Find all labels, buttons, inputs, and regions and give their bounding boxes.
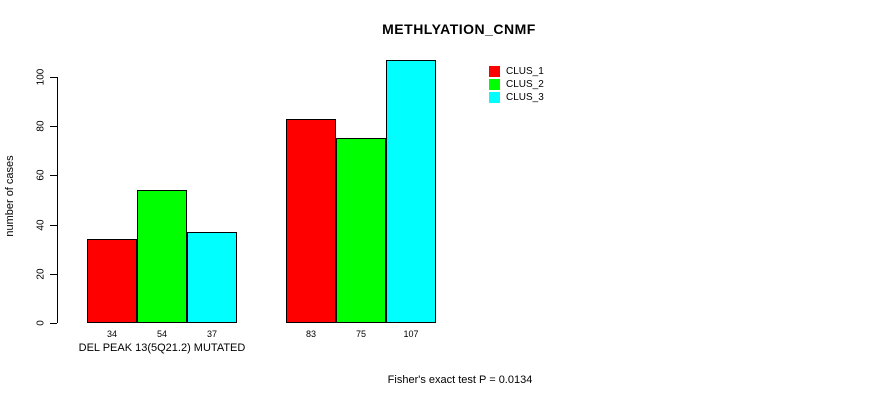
legend-label: CLUS_3 — [506, 92, 544, 103]
bar-value-label: 37 — [206, 329, 217, 339]
legend: CLUS_1 CLUS_2 CLUS_3 — [489, 65, 544, 104]
y-axis-tick — [50, 175, 57, 176]
bar-clus_2-group1 — [137, 190, 187, 323]
legend-swatch — [489, 66, 500, 77]
bar-value-label: 75 — [355, 329, 366, 339]
bar-clus_1-group1 — [87, 239, 137, 323]
legend-label: CLUS_1 — [506, 66, 544, 77]
y-axis-tick — [50, 323, 57, 324]
y-axis-tick — [50, 225, 57, 226]
bar-clus_3-group1 — [187, 232, 237, 323]
y-axis-tick — [50, 126, 57, 127]
legend-item-clus_3: CLUS_3 — [489, 91, 544, 104]
y-axis-tick-label: 80 — [35, 120, 47, 132]
legend-item-clus_1: CLUS_1 — [489, 65, 544, 78]
bar-clus_1-group2 — [286, 119, 336, 323]
y-axis-tick — [50, 77, 57, 78]
bar-value-label: 34 — [106, 329, 117, 339]
legend-item-clus_2: CLUS_2 — [489, 78, 544, 91]
y-axis-tick-label: 40 — [35, 219, 47, 231]
y-axis-label: number of cases — [4, 155, 16, 237]
legend-swatch — [489, 92, 500, 103]
bar-value-label: 107 — [403, 329, 419, 339]
bar-value-label: 54 — [156, 329, 167, 339]
bar-value-label: 83 — [305, 329, 316, 339]
bar-clus_2-group2 — [336, 138, 386, 323]
y-axis-tick-label: 100 — [35, 68, 47, 86]
y-axis-tick-label: 60 — [35, 169, 47, 181]
bar-clus_3-group2 — [386, 60, 436, 323]
legend-label: CLUS_2 — [506, 79, 544, 90]
x-axis-group-label: DEL PEAK 13(5Q21.2) MUTATED — [78, 342, 246, 354]
chart-title: METHLYATION_CNMF — [382, 21, 536, 37]
y-axis-tick-label: 20 — [35, 268, 47, 280]
fisher-test-annotation: Fisher's exact test P = 0.0134 — [387, 374, 533, 386]
legend-swatch — [489, 79, 500, 90]
y-axis-line — [57, 77, 58, 323]
y-axis-tick-label: 0 — [35, 320, 47, 326]
y-axis-tick — [50, 274, 57, 275]
